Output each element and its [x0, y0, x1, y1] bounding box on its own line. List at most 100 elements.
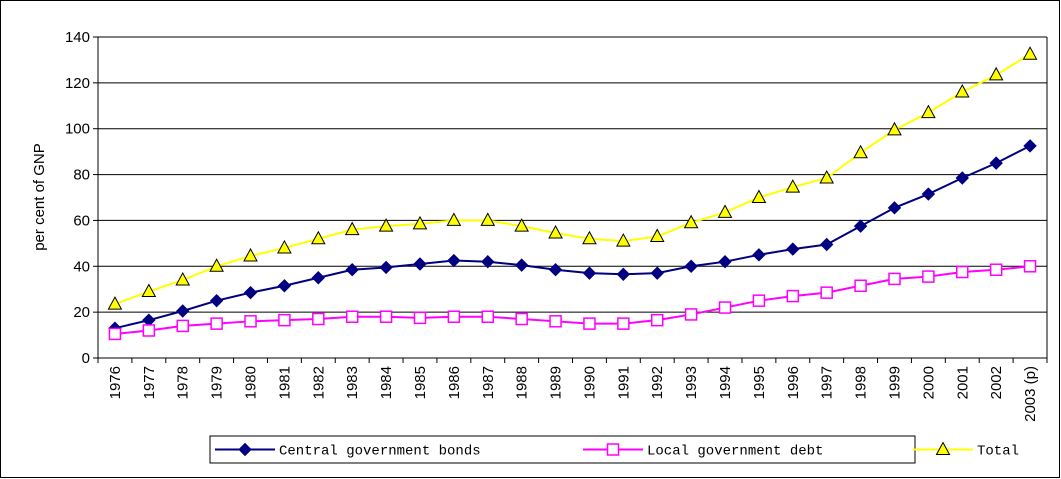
marker-diamond [955, 171, 969, 185]
y-tick-label: 120 [65, 75, 90, 92]
x-tick-label: 1976 [107, 366, 124, 399]
marker-triangle [717, 204, 733, 218]
marker-square [617, 317, 630, 330]
marker-triangle [277, 239, 292, 254]
marker-diamond [238, 442, 252, 457]
legend-label: Local government debt [647, 444, 823, 460]
x-tick-label: 1996 [785, 366, 802, 399]
marker-square [312, 312, 325, 326]
marker-square [210, 317, 223, 330]
marker-diamond [176, 304, 190, 318]
y-tick-label: 100 [65, 121, 90, 138]
legend-label: Total [977, 444, 1019, 460]
y-tick-label: 140 [65, 29, 90, 46]
x-tick-label: 1979 [209, 366, 226, 399]
marker-triangle [107, 296, 123, 310]
marker-triangle [344, 221, 360, 236]
marker-square [549, 315, 562, 328]
marker-square [1023, 260, 1037, 273]
x-tick-label: 1988 [514, 366, 531, 399]
series-line [114, 265, 1031, 335]
marker-diamond [752, 248, 766, 262]
marker-square [583, 317, 596, 330]
marker-triangle [649, 228, 665, 242]
x-tick-label: 1980 [243, 366, 260, 399]
x-tick-label: 2003 (p) [1022, 366, 1039, 422]
x-tick-label: 1999 [886, 366, 903, 399]
marker-square [606, 443, 620, 456]
marker-square [650, 313, 664, 327]
marker-diamond [379, 260, 393, 275]
series-line [114, 53, 1031, 306]
x-tick-label: 2001 [954, 366, 971, 399]
x-tick-label: 1981 [276, 366, 293, 399]
x-tick-label: 2002 [988, 366, 1005, 399]
x-tick-label: 1998 [853, 366, 870, 399]
marker-diamond [582, 266, 597, 280]
x-tick-label: 1978 [175, 366, 192, 399]
y-axis-label: per cent of GNP [31, 143, 48, 251]
marker-square [278, 313, 291, 327]
marker-diamond [616, 267, 631, 282]
x-tick-label: 1982 [310, 366, 327, 399]
marker-triangle [310, 230, 326, 245]
marker-square [820, 286, 833, 299]
marker-triangle [378, 218, 394, 232]
marker-square [379, 310, 393, 323]
x-tick-label: 1990 [581, 366, 598, 399]
marker-triangle [819, 169, 835, 184]
marker-triangle [683, 214, 699, 229]
marker-diamond [650, 266, 664, 280]
marker-square [718, 301, 732, 314]
marker-triangle [751, 189, 767, 203]
x-tick-label: 1997 [819, 366, 836, 399]
marker-square [956, 265, 969, 279]
marker-triangle [446, 212, 462, 226]
marker-square [888, 272, 901, 286]
y-tick-label: 60 [73, 212, 90, 229]
marker-triangle [514, 218, 530, 232]
marker-triangle [175, 271, 191, 286]
marker-triangle [243, 247, 258, 262]
x-tick-label: 1993 [683, 366, 700, 399]
marker-diamond [853, 219, 868, 233]
marker-diamond [1023, 139, 1037, 153]
legend-label: Central government bonds [279, 444, 481, 460]
x-tick-label: 1986 [446, 366, 463, 399]
marker-triangle [209, 258, 224, 272]
marker-square [176, 319, 189, 333]
marker-square [413, 311, 427, 325]
marker-diamond [514, 258, 529, 272]
marker-triangle [548, 224, 563, 239]
x-tick-label: 1977 [141, 366, 158, 399]
x-tick-label: 1989 [548, 366, 565, 399]
marker-diamond [819, 237, 834, 252]
marker-triangle [935, 441, 951, 455]
x-tick-label: 1992 [649, 366, 666, 399]
marker-diamond [684, 259, 698, 273]
marker-square [244, 315, 257, 328]
marker-square [515, 312, 528, 326]
series-line [114, 145, 1031, 330]
marker-diamond [786, 242, 800, 256]
marker-square [447, 310, 461, 323]
marker-diamond [887, 201, 902, 215]
marker-diamond [989, 156, 1003, 170]
marker-diamond [345, 263, 359, 277]
marker-square [786, 289, 800, 303]
marker-triangle [141, 283, 157, 298]
marker-triangle [954, 83, 970, 98]
x-tick-label: 1994 [717, 366, 734, 399]
marker-square [481, 310, 495, 323]
marker-square [989, 263, 1003, 276]
marker-diamond [209, 293, 224, 308]
y-tick-label: 0 [82, 350, 90, 367]
marker-triangle [988, 66, 1004, 81]
marker-diamond [548, 263, 563, 277]
marker-diamond [447, 253, 461, 268]
marker-diamond [718, 254, 732, 269]
marker-diamond [921, 187, 936, 201]
